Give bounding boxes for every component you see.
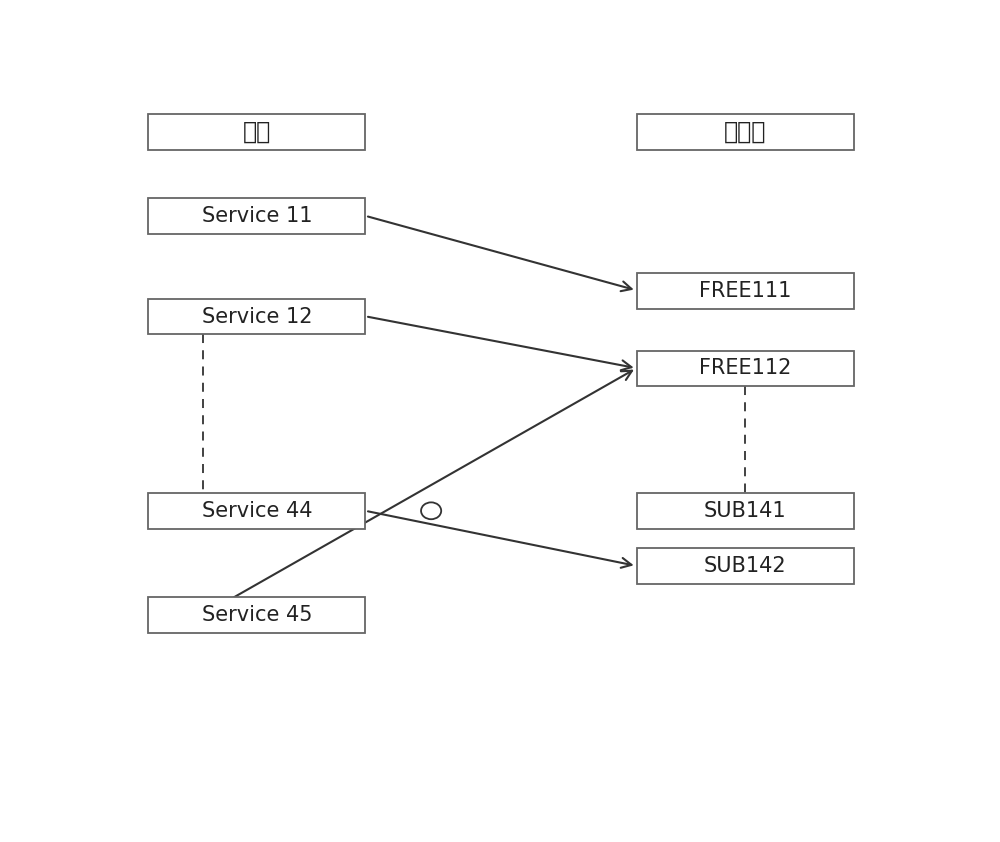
Text: FREE111: FREE111 — [699, 280, 791, 301]
Text: Service 45: Service 45 — [202, 605, 312, 625]
Bar — [148, 597, 365, 632]
Text: Service 12: Service 12 — [202, 306, 312, 327]
Bar — [637, 350, 854, 386]
Bar — [148, 299, 365, 334]
Bar — [637, 114, 854, 150]
Text: FREE112: FREE112 — [699, 359, 791, 379]
Text: 节目: 节目 — [243, 120, 271, 144]
Text: SUB142: SUB142 — [704, 557, 786, 576]
Text: Service 11: Service 11 — [202, 206, 312, 226]
Circle shape — [421, 503, 441, 520]
Text: SUB141: SUB141 — [704, 501, 786, 521]
Bar — [148, 114, 365, 150]
Text: Service 44: Service 44 — [202, 501, 312, 521]
Bar — [637, 548, 854, 584]
Bar — [637, 273, 854, 308]
Text: 产品包: 产品包 — [724, 120, 766, 144]
Bar — [637, 493, 854, 529]
Bar — [148, 493, 365, 529]
Bar — [148, 198, 365, 234]
